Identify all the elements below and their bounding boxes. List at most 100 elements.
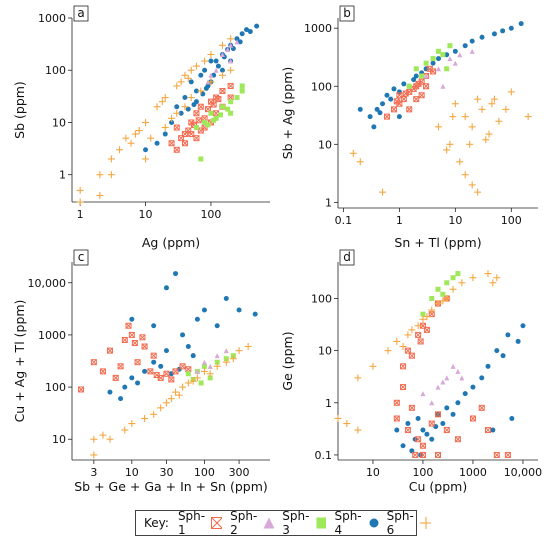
x-tick-label: 100 xyxy=(412,466,433,479)
y-tick-label: 1 xyxy=(325,397,332,410)
data-point-sph-2 xyxy=(219,52,225,58)
data-point-sph-4 xyxy=(180,332,186,338)
data-point-sph-6 xyxy=(227,66,235,74)
data-point-sph-3 xyxy=(198,380,204,386)
data-point-sph-4 xyxy=(188,79,194,85)
data-point-sph-6 xyxy=(414,322,422,330)
legend-entry-label: Sph-4 xyxy=(334,509,362,537)
data-point-sph-4 xyxy=(450,411,456,417)
data-point-sph-4 xyxy=(469,38,475,44)
data-point-sph-4 xyxy=(357,106,363,112)
data-point-sph-6 xyxy=(469,274,477,282)
data-point-sph-1 xyxy=(219,88,226,95)
data-point-sph-4 xyxy=(485,363,491,369)
data-point-sph-2 xyxy=(223,348,229,354)
data-point-sph-4 xyxy=(208,58,214,64)
data-point-sph-3 xyxy=(208,110,214,116)
data-point-sph-4 xyxy=(158,363,164,369)
x-tick-label: 0.1 xyxy=(335,214,353,227)
data-point-sph-4 xyxy=(254,23,260,29)
data-point-sph-1 xyxy=(193,110,200,117)
data-point-sph-1 xyxy=(493,451,500,458)
data-point-sph-2 xyxy=(452,60,458,66)
data-point-sph-6 xyxy=(474,188,482,196)
legend-entry-label: Sph-3 xyxy=(282,509,310,537)
data-point-sph-4 xyxy=(122,384,128,390)
y-tick-label: 1 xyxy=(59,169,66,182)
data-point-sph-6 xyxy=(207,78,215,86)
data-point-sph-3 xyxy=(429,295,435,301)
data-point-sph-1 xyxy=(139,334,146,341)
data-point-sph-4 xyxy=(384,92,390,98)
data-point-sph-1 xyxy=(197,127,204,134)
data-point-sph-4 xyxy=(142,368,148,374)
data-point-sph-6 xyxy=(244,342,252,350)
data-point-sph-6 xyxy=(478,105,486,113)
data-point-sph-1 xyxy=(423,83,430,90)
data-point-sph-4 xyxy=(494,348,500,354)
data-point-sph-6 xyxy=(122,134,130,142)
data-point-sph-6 xyxy=(334,414,342,422)
data-point-sph-4 xyxy=(219,67,225,73)
data-point-sph-6 xyxy=(369,362,377,370)
data-point-sph-6 xyxy=(90,435,98,443)
data-point-sph-6 xyxy=(107,155,115,163)
data-point-sph-1 xyxy=(106,347,113,354)
data-point-sph-1 xyxy=(408,352,415,359)
x-tick-label: 10 xyxy=(139,208,153,221)
data-point-sph-1 xyxy=(408,404,415,411)
data-point-sph-3 xyxy=(419,73,425,79)
data-point-sph-4 xyxy=(244,27,250,33)
data-point-sph-6 xyxy=(443,146,451,154)
data-point-sph-3 xyxy=(234,95,240,101)
data-point-sph-6 xyxy=(456,158,464,166)
y-tick-label: 10 xyxy=(52,433,66,446)
data-point-sph-3 xyxy=(218,112,224,118)
data-point-sph-6 xyxy=(187,94,195,102)
data-point-sph-4 xyxy=(455,400,461,406)
data-point-sph-6 xyxy=(468,123,476,131)
data-point-sph-4 xyxy=(462,391,468,397)
data-point-sph-3 xyxy=(430,56,436,62)
data-point-sph-2 xyxy=(450,363,456,369)
data-point-sph-2 xyxy=(444,375,450,381)
data-point-sph-6 xyxy=(200,367,208,375)
data-point-sph-6 xyxy=(201,57,209,65)
data-point-sph-1 xyxy=(131,339,138,346)
legend-marker-crossed-square-icon xyxy=(211,517,223,529)
x-tick-label: 10 xyxy=(125,466,139,479)
data-point-sph-1 xyxy=(393,415,400,422)
data-point-sph-4 xyxy=(182,95,188,101)
data-point-sph-1 xyxy=(99,368,106,375)
data-point-sph-1 xyxy=(78,386,85,393)
y-tick-label: 100 xyxy=(311,292,332,305)
data-point-sph-6 xyxy=(349,149,357,157)
data-point-sph-6 xyxy=(227,35,235,43)
data-point-sph-6 xyxy=(222,358,230,366)
data-point-sph-1 xyxy=(383,113,390,120)
data-point-sph-1 xyxy=(418,92,425,99)
legend-marker xyxy=(263,517,275,529)
legend-marker xyxy=(316,517,327,529)
y-tick-label: 1 xyxy=(325,196,332,209)
y-tick-label: 1000 xyxy=(304,22,332,35)
data-point-sph-6 xyxy=(157,404,165,412)
data-point-sph-4 xyxy=(405,421,411,427)
x-axis-label: Ag (ppm) xyxy=(142,235,200,250)
data-point-sph-6 xyxy=(466,140,474,148)
data-point-sph-1 xyxy=(197,103,204,110)
data-point-sph-4 xyxy=(223,295,229,301)
data-point-sph-4 xyxy=(118,396,124,402)
data-point-sph-4 xyxy=(151,323,157,329)
data-point-sph-6 xyxy=(449,285,457,293)
data-point-sph-4 xyxy=(237,39,243,45)
data-point-sph-6 xyxy=(189,377,197,385)
x-tick-label: 100 xyxy=(200,208,221,221)
data-point-sph-4 xyxy=(107,389,113,395)
x-axis-label: Sb + Ge + Ga + In + Sn (ppm) xyxy=(74,479,268,494)
x-tick-label: 100 xyxy=(194,466,215,479)
data-point-sph-6 xyxy=(449,113,457,121)
data-point-sph-4 xyxy=(163,348,169,354)
data-point-sph-6 xyxy=(142,155,150,163)
data-point-sph-1 xyxy=(393,399,400,406)
